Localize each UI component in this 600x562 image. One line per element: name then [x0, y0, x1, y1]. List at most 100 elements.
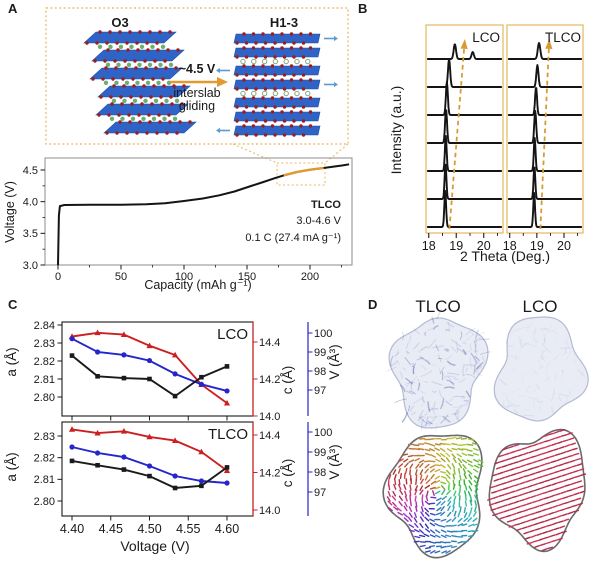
orientation-dash	[541, 451, 548, 455]
wrinkle-stroke	[421, 402, 426, 407]
wrinkle-stroke	[433, 401, 436, 409]
orientation-dash	[436, 501, 442, 506]
orientation-dash	[497, 511, 504, 515]
orientation-dash	[564, 444, 571, 448]
orientation-dash	[516, 471, 523, 475]
orientation-dash	[387, 506, 393, 512]
orientation-dash	[512, 461, 520, 464]
orientation-dash	[568, 437, 575, 441]
orientation-dash	[445, 478, 451, 485]
wrinkle-stroke	[536, 400, 543, 403]
orientation-dash	[455, 436, 463, 440]
wrinkle-stroke	[543, 326, 551, 334]
orientation-dash	[403, 505, 408, 512]
orientation-dash	[403, 458, 409, 463]
orientation-dash	[554, 509, 561, 514]
orientation-dash	[524, 536, 531, 540]
oxygen-dot	[301, 119, 306, 123]
phase-transition-schematic	[45, 7, 349, 186]
wrinkle-stroke	[532, 336, 539, 344]
orientation-dash	[423, 533, 430, 538]
orientation-dash	[399, 472, 402, 480]
peak-shift-arrow-head	[460, 39, 468, 50]
orientation-dash	[409, 463, 414, 470]
orientation-dash	[459, 506, 462, 513]
particle-orientation-map	[382, 434, 484, 559]
orientation-dash	[511, 495, 518, 499]
wrinkle-stroke	[475, 365, 482, 371]
oxygen-dot	[261, 78, 265, 82]
wrinkle-stroke	[573, 353, 576, 358]
wrinkle-stroke	[552, 352, 562, 362]
oxygen-dot	[152, 84, 156, 88]
wrinkle-stroke	[515, 326, 529, 331]
oxygen-dot	[292, 119, 296, 123]
orientation-dash	[546, 506, 553, 510]
v-tick-label: 99	[314, 447, 326, 459]
oxygen-dot	[104, 66, 108, 70]
two-theta-axis-title: 2 Theta (Deg.)	[460, 248, 550, 264]
lithium-vacancy-circle	[305, 90, 311, 97]
oxygen-dot	[165, 131, 169, 135]
wrinkle-stroke	[515, 353, 518, 362]
wrinkle-stroke	[454, 412, 460, 422]
oxygen-dot	[161, 77, 165, 81]
lithium-vacancy-circle	[251, 90, 257, 97]
wrinkle-stroke	[394, 398, 407, 404]
marker-circle	[69, 444, 75, 450]
oxygen-dot	[111, 77, 115, 81]
wrinkle-stroke	[435, 308, 443, 320]
marker-circle	[146, 357, 153, 364]
orientation-dash	[536, 532, 543, 536]
a-tick-label: 2.83	[34, 338, 55, 350]
oxygen-dot	[289, 64, 294, 68]
orientation-dash	[507, 445, 514, 449]
orientation-dash	[418, 462, 424, 468]
orientation-dash	[509, 490, 516, 494]
oxygen-dot	[235, 41, 239, 45]
orientation-dash	[534, 488, 541, 492]
wrinkle-stroke	[568, 391, 572, 397]
orientation-dash	[469, 495, 473, 503]
wrinkle-stroke	[439, 390, 445, 400]
orientation-dash	[402, 453, 409, 456]
oxygen-dot	[174, 66, 178, 70]
orientation-dash	[501, 504, 508, 508]
xrd-lco-label: LCO	[472, 30, 500, 45]
orientation-dash	[548, 455, 555, 458]
orientation-dash	[424, 516, 430, 522]
orientation-dash	[434, 475, 441, 480]
orientation-dash	[559, 525, 566, 529]
lithium-dot	[108, 44, 113, 49]
orientation-dash	[396, 507, 402, 512]
particle-tlco-title: TLCO	[415, 297, 460, 316]
orientation-dash	[521, 526, 528, 530]
oxygen-dot	[148, 120, 152, 124]
wrinkle-stroke	[531, 397, 535, 409]
marker-square	[95, 462, 100, 468]
orientation-dash	[555, 435, 562, 439]
wrinkle-stroke	[410, 405, 415, 412]
c-axis-title-bottom: c (Å)	[280, 459, 295, 488]
orientation-dash	[439, 525, 446, 528]
orientation-dash	[393, 473, 397, 481]
orientation-dash	[575, 497, 582, 501]
orientation-dash	[547, 449, 554, 453]
xrd-tlco-label: TLCO	[545, 30, 581, 45]
oxygen-dot	[242, 64, 246, 68]
lithium-dot	[141, 116, 146, 122]
h13-slab-group	[233, 78, 321, 91]
marker-triangle	[171, 437, 179, 444]
oxygen-dot	[261, 110, 265, 114]
orientation-dash	[537, 515, 544, 519]
wrinkle-stroke	[520, 342, 528, 350]
oxygen-dot	[106, 48, 110, 52]
oxygen-dot	[244, 119, 249, 123]
orientation-dash	[504, 492, 511, 496]
orientation-dash	[577, 485, 584, 489]
orientation-dash	[436, 497, 442, 502]
orientation-dash	[457, 511, 461, 518]
wrinkle-stroke	[405, 342, 409, 350]
orientation-dash	[404, 495, 408, 502]
wrinkle-stroke	[431, 344, 445, 349]
